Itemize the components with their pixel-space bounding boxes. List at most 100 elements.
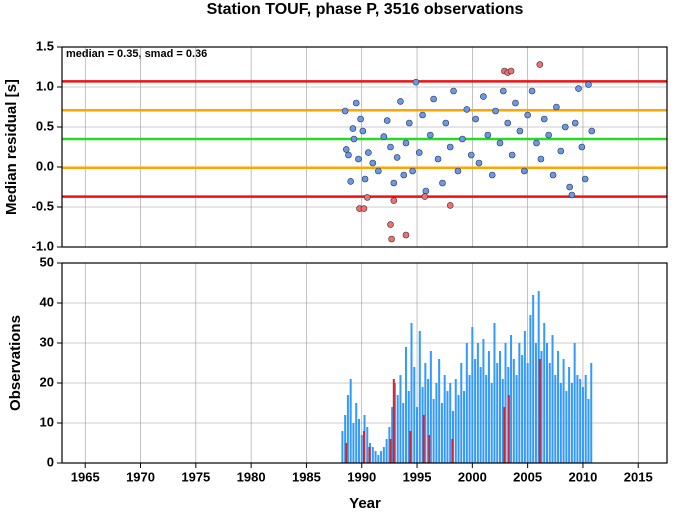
point bbox=[536, 61, 544, 68]
bar bbox=[485, 375, 488, 463]
point bbox=[427, 131, 434, 139]
bar bbox=[496, 363, 499, 463]
bar bbox=[349, 379, 352, 463]
bar bbox=[510, 335, 513, 463]
bar bbox=[521, 355, 524, 463]
bar bbox=[565, 391, 568, 463]
bar bbox=[537, 291, 540, 463]
bar bbox=[568, 367, 571, 463]
y-tick-label: 50 bbox=[40, 254, 54, 269]
bar bbox=[424, 363, 427, 463]
point bbox=[412, 78, 420, 86]
point bbox=[393, 154, 401, 161]
bar bbox=[548, 363, 551, 463]
point bbox=[365, 149, 372, 156]
bar bbox=[393, 383, 396, 463]
point bbox=[352, 99, 360, 107]
point bbox=[446, 202, 454, 209]
bar bbox=[512, 359, 515, 463]
point bbox=[480, 93, 487, 100]
bar bbox=[479, 367, 482, 463]
bar bbox=[402, 403, 405, 463]
point bbox=[508, 151, 516, 159]
point bbox=[504, 119, 512, 127]
point bbox=[575, 85, 582, 92]
bar bbox=[557, 351, 560, 463]
x-tick-label: 2005 bbox=[513, 469, 542, 484]
bar bbox=[388, 427, 391, 463]
y-tick-label: 1.0 bbox=[36, 78, 54, 93]
x-tick-label: 1985 bbox=[292, 469, 321, 484]
y-axis-title: Median residual [s] bbox=[3, 79, 20, 215]
x-tick-label: 1995 bbox=[403, 469, 432, 484]
bar bbox=[360, 435, 363, 463]
point bbox=[537, 155, 545, 163]
point bbox=[446, 143, 454, 151]
y-tick-label: 1.5 bbox=[36, 38, 54, 53]
point bbox=[484, 131, 492, 139]
bar bbox=[409, 431, 412, 463]
point bbox=[359, 127, 367, 135]
bar bbox=[474, 359, 477, 463]
bar bbox=[449, 383, 452, 463]
bar bbox=[404, 347, 407, 463]
point bbox=[496, 139, 504, 147]
point bbox=[355, 155, 362, 163]
bar bbox=[576, 375, 579, 463]
point bbox=[507, 67, 515, 75]
point bbox=[400, 171, 408, 179]
bar bbox=[454, 379, 457, 463]
bar bbox=[532, 295, 535, 463]
bar bbox=[523, 331, 526, 463]
x-axis-title: Year bbox=[349, 495, 381, 511]
x-tick-label: 2015 bbox=[624, 469, 653, 484]
bar bbox=[515, 375, 518, 463]
bar bbox=[529, 315, 532, 463]
bar bbox=[407, 391, 410, 463]
bar bbox=[428, 435, 431, 463]
y-tick-label: -1.0 bbox=[32, 238, 54, 253]
bar bbox=[490, 383, 493, 463]
bar bbox=[352, 423, 355, 463]
bar bbox=[545, 343, 548, 463]
point bbox=[380, 133, 388, 140]
y-tick-label: 0.0 bbox=[36, 158, 54, 173]
point bbox=[459, 135, 466, 143]
bar bbox=[451, 439, 454, 463]
bar bbox=[374, 451, 377, 463]
bar bbox=[346, 395, 349, 463]
bar bbox=[507, 395, 510, 463]
point bbox=[419, 111, 426, 119]
point bbox=[454, 167, 462, 175]
y-tick-label: 0 bbox=[47, 454, 54, 469]
bar bbox=[540, 351, 543, 463]
bar bbox=[518, 343, 521, 463]
point bbox=[545, 131, 552, 139]
bar bbox=[396, 395, 399, 463]
bar bbox=[501, 379, 504, 463]
point bbox=[360, 205, 368, 212]
point bbox=[390, 197, 398, 204]
bar bbox=[385, 439, 388, 463]
bar bbox=[344, 415, 347, 463]
bar bbox=[471, 327, 474, 463]
point bbox=[475, 159, 483, 167]
bar bbox=[355, 403, 358, 463]
point bbox=[405, 119, 413, 127]
bar bbox=[590, 363, 593, 463]
point bbox=[422, 187, 430, 195]
point bbox=[387, 221, 394, 228]
x-tick-label: 2010 bbox=[568, 469, 597, 484]
point bbox=[561, 123, 569, 131]
point bbox=[578, 143, 586, 151]
point bbox=[553, 103, 560, 111]
bar bbox=[587, 399, 590, 463]
point bbox=[345, 151, 352, 159]
bar bbox=[526, 363, 529, 463]
bar bbox=[554, 375, 557, 463]
bar bbox=[410, 323, 413, 463]
y-tick-label: 0.5 bbox=[36, 118, 54, 133]
point bbox=[350, 135, 358, 143]
bar bbox=[562, 359, 565, 463]
